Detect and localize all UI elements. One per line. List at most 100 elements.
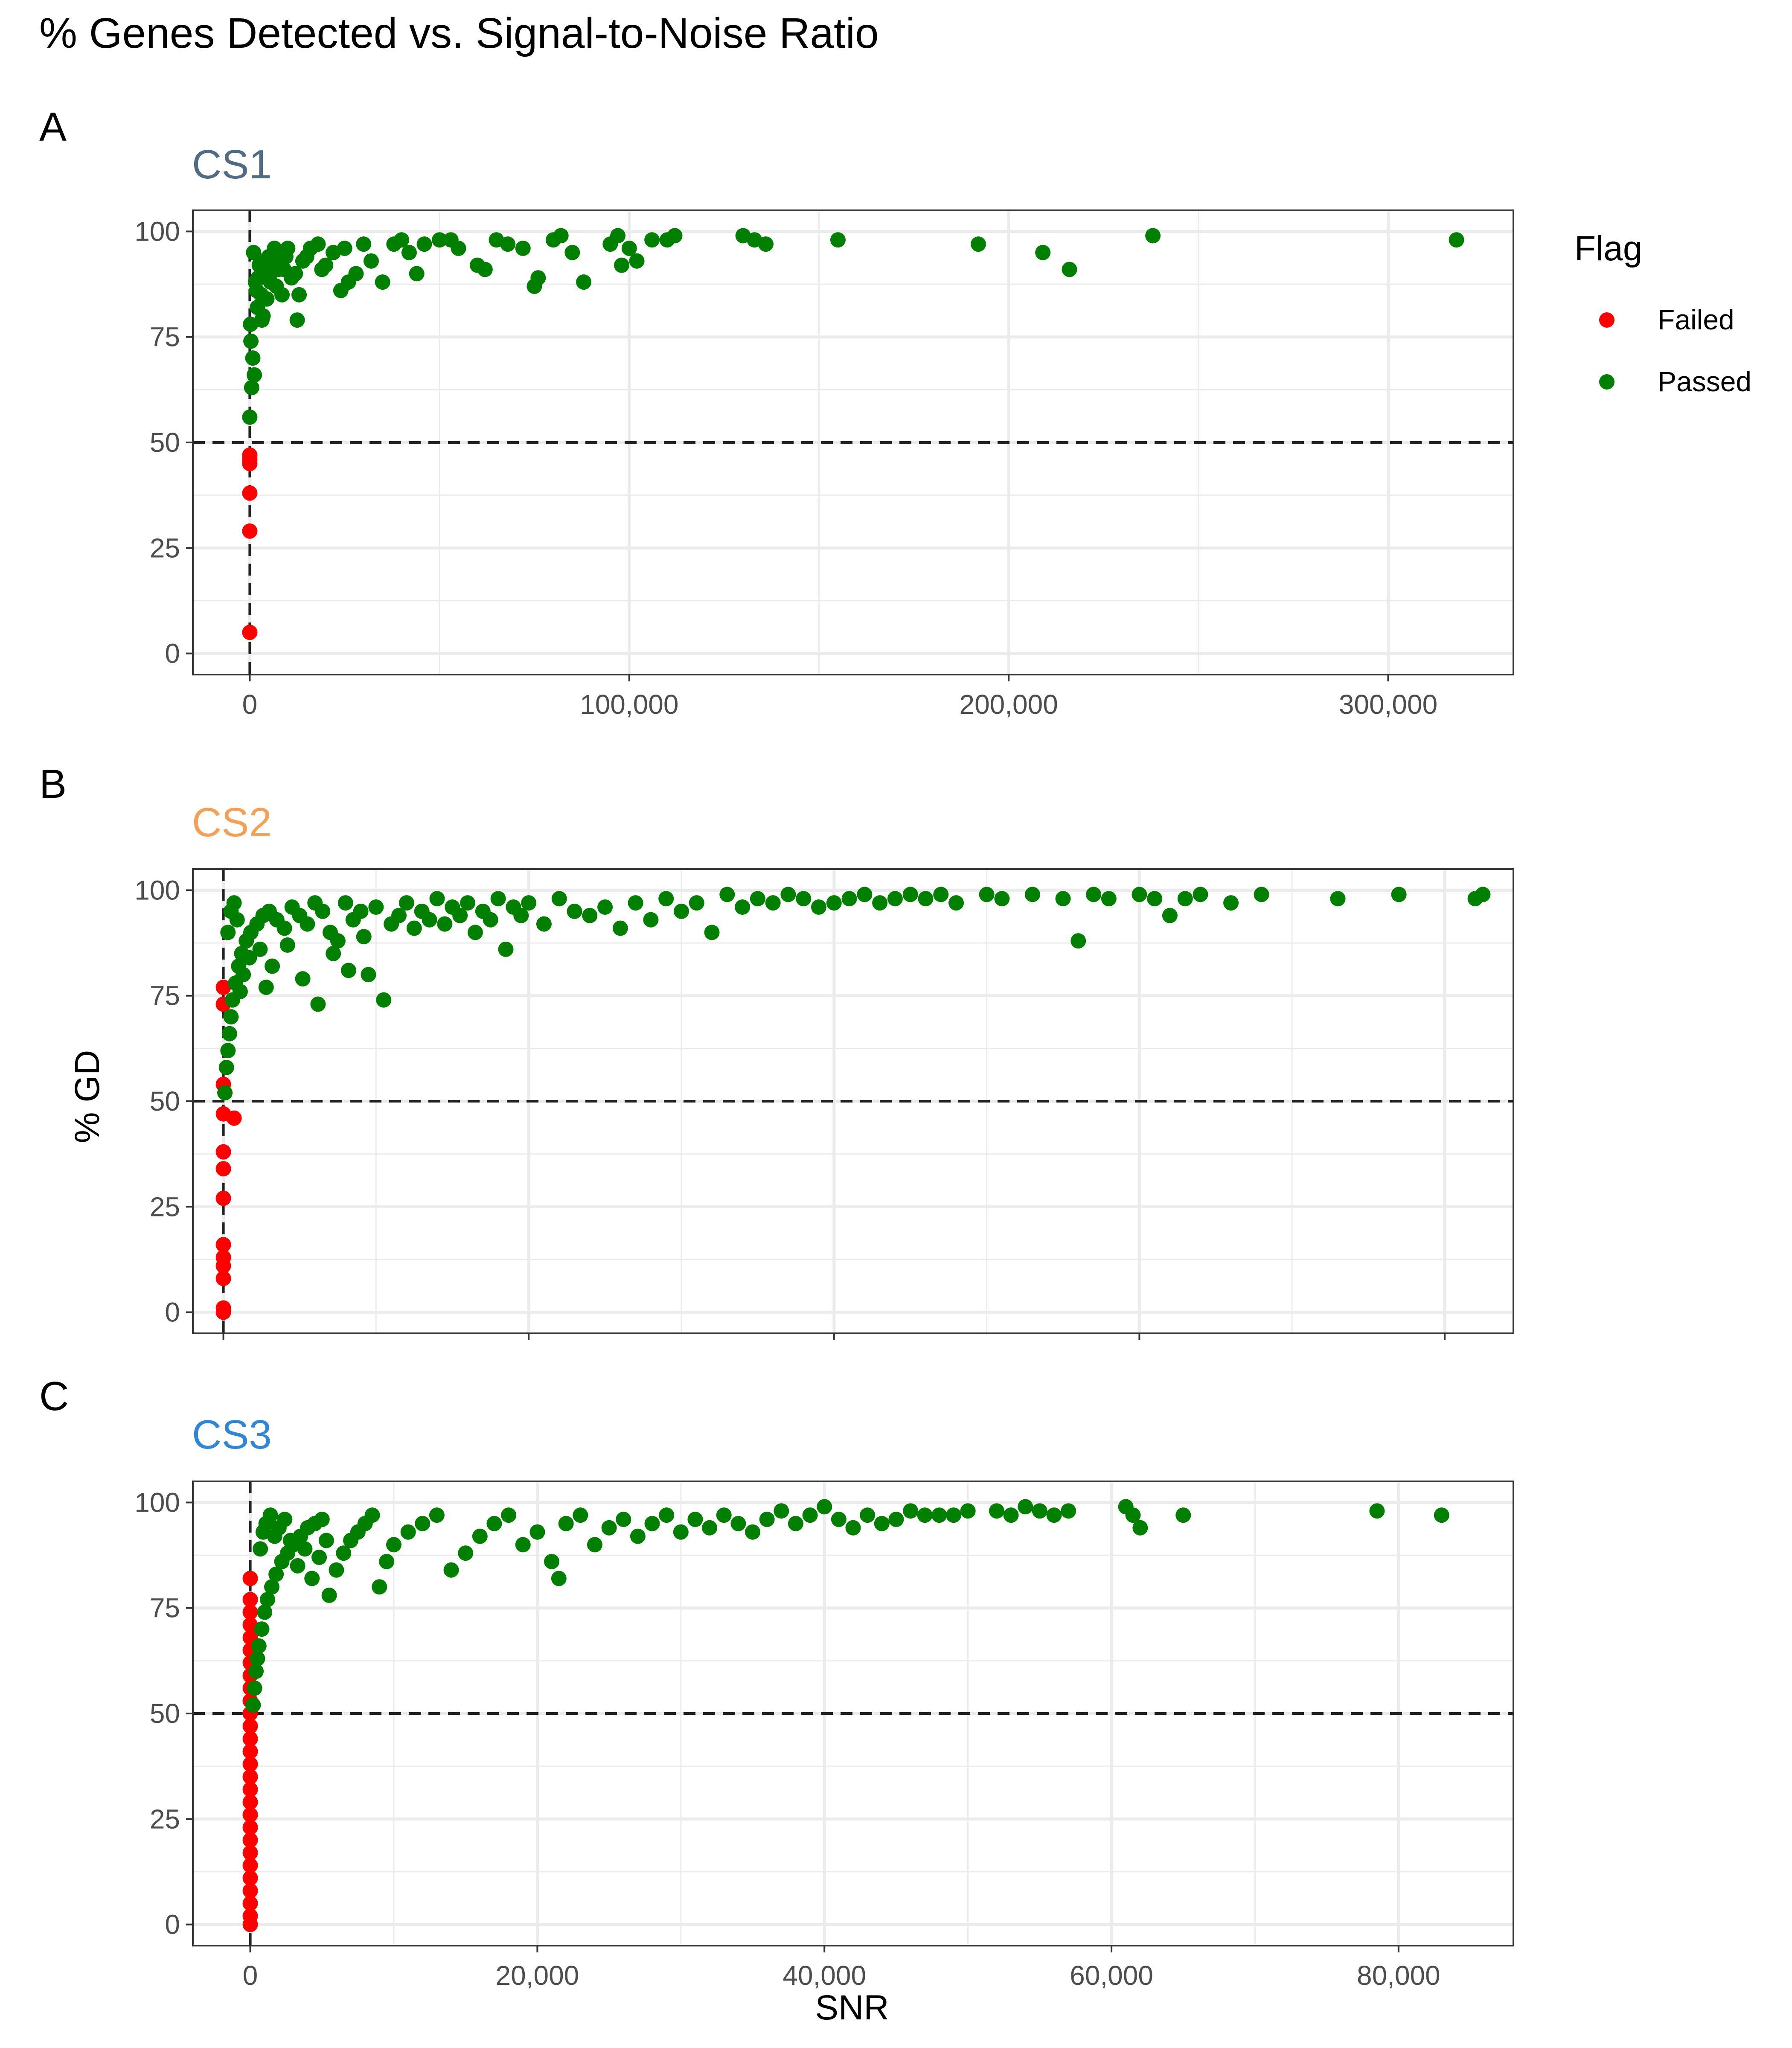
x-tick-label: 20,000	[496, 1960, 579, 1991]
point-passed	[399, 895, 414, 911]
figure-title: % Genes Detected vs. Signal-to-Noise Rat…	[39, 9, 879, 57]
point-passed	[271, 262, 286, 277]
point-passed	[1032, 1503, 1047, 1519]
point-passed	[673, 1524, 689, 1540]
point-failed	[242, 523, 258, 539]
point-passed	[401, 244, 417, 260]
point-passed	[218, 1059, 234, 1075]
point-passed	[888, 1512, 904, 1527]
point-failed	[215, 1237, 231, 1253]
panel-tag-b: B	[39, 761, 67, 807]
point-passed	[483, 912, 498, 928]
point-passed	[500, 236, 516, 252]
point-passed	[1035, 244, 1051, 260]
point-passed	[659, 1507, 675, 1523]
point-passed	[310, 236, 326, 252]
point-passed	[372, 1579, 387, 1595]
scatter-panel-cs1: 0 25 50 75 100 0 100,000 200,000 300,000	[134, 209, 1514, 720]
point-passed	[353, 903, 369, 919]
point-passed	[667, 228, 683, 244]
point-passed	[289, 312, 305, 328]
y-tick-label: 75	[150, 1593, 180, 1623]
y-tick-label: 50	[150, 1698, 180, 1729]
point-passed	[220, 925, 236, 940]
point-passed	[284, 270, 300, 286]
point-failed	[242, 1794, 258, 1810]
point-failed	[242, 1604, 258, 1620]
point-passed	[253, 253, 268, 269]
point-passed	[735, 899, 751, 915]
point-passed	[220, 1043, 236, 1059]
point-passed	[831, 1512, 847, 1527]
y-tick-label: 25	[150, 1804, 180, 1834]
y-tick-label: 75	[150, 322, 180, 352]
point-failed	[215, 1300, 231, 1316]
point-passed	[515, 1537, 531, 1553]
point-passed	[391, 908, 407, 923]
point-passed	[221, 1026, 237, 1041]
point-passed	[658, 891, 674, 907]
point-failed	[242, 1591, 258, 1607]
point-failed	[242, 1820, 258, 1836]
point-passed	[310, 996, 326, 1012]
point-passed	[1125, 1507, 1141, 1523]
point-passed	[643, 912, 659, 928]
point-passed	[945, 1507, 961, 1523]
point-passed	[802, 1507, 818, 1523]
point-passed	[610, 228, 626, 244]
point-passed	[1162, 908, 1178, 923]
point-passed	[1177, 891, 1193, 907]
point-passed	[780, 887, 796, 902]
point-passed	[368, 899, 384, 915]
x-tick-label: 100,000	[580, 689, 678, 720]
point-failed	[215, 1249, 231, 1265]
point-passed	[314, 262, 330, 277]
point-passed	[587, 1537, 602, 1553]
point-passed	[498, 941, 514, 957]
point-passed	[400, 1524, 416, 1540]
legend-key-passed	[1599, 374, 1615, 390]
y-tick-label: 100	[134, 875, 180, 905]
point-passed	[304, 1571, 320, 1586]
point-failed	[215, 1271, 231, 1286]
point-passed	[263, 274, 279, 290]
point-passed	[759, 1512, 775, 1527]
point-passed	[290, 1558, 305, 1574]
point-passed	[295, 971, 311, 987]
point-passed	[1055, 891, 1071, 907]
point-passed	[1223, 895, 1239, 911]
point-failed	[242, 1782, 258, 1798]
point-passed	[321, 1588, 337, 1603]
panel-tag-a: A	[39, 104, 67, 150]
x-tick-label: 0	[243, 1960, 258, 1991]
point-passed	[361, 967, 376, 983]
point-passed	[232, 983, 248, 999]
point-passed	[356, 236, 372, 252]
legend-title: Flag	[1574, 229, 1643, 268]
point-passed	[796, 891, 812, 907]
legend: Flag Failed Passed	[1574, 229, 1751, 397]
point-passed	[1018, 1499, 1033, 1515]
point-passed	[530, 270, 546, 286]
point-passed	[276, 920, 292, 936]
point-passed	[486, 1516, 502, 1531]
point-passed	[406, 920, 422, 936]
legend-key-failed	[1599, 312, 1615, 328]
point-passed	[376, 992, 392, 1008]
point-passed	[337, 895, 353, 911]
point-failed	[242, 447, 258, 463]
point-passed	[536, 916, 552, 932]
point-passed	[364, 253, 379, 269]
point-passed	[1449, 232, 1464, 248]
point-passed	[1086, 887, 1102, 902]
point-passed	[948, 895, 964, 911]
point-passed	[1024, 887, 1040, 902]
point-failed	[226, 1110, 242, 1126]
point-passed	[472, 1528, 488, 1544]
point-passed	[826, 895, 842, 911]
y-tick-label: 75	[150, 980, 180, 1011]
point-passed	[601, 1520, 617, 1536]
y-axis-label: % GD	[68, 1050, 107, 1143]
point-failed	[242, 1718, 258, 1734]
point-passed	[730, 1516, 746, 1531]
